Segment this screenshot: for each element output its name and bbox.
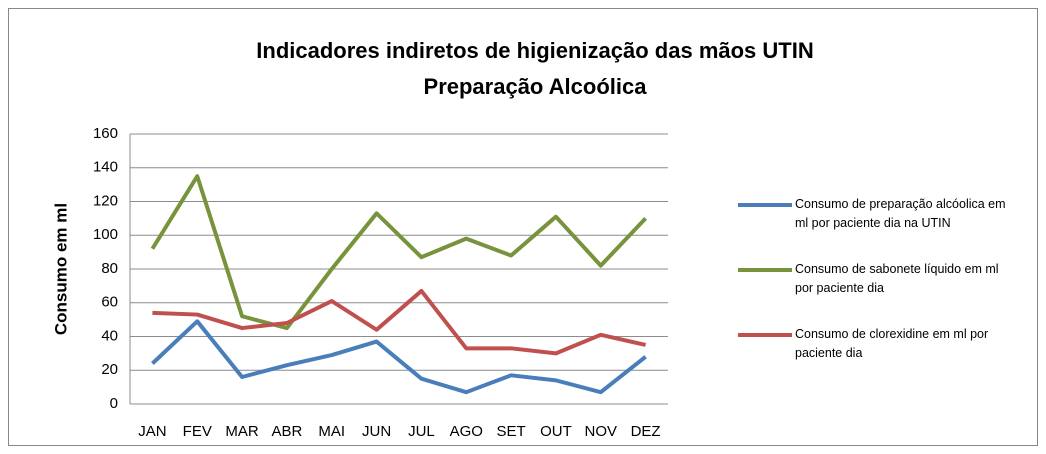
chart-subtitle: Preparação Alcoólica xyxy=(424,74,648,99)
y-tick-label: 40 xyxy=(101,327,118,344)
x-tick-label: JUL xyxy=(408,423,435,440)
x-tick-label: DEZ xyxy=(631,423,661,440)
y-tick-label: 100 xyxy=(93,226,118,243)
x-tick-label: MAI xyxy=(318,423,345,440)
legend-label: Consumo de clorexidine em ml por pacient… xyxy=(795,327,989,360)
x-tick-label: MAR xyxy=(225,423,259,440)
x-tick-label: AGO xyxy=(450,423,483,440)
x-tick-label: JUN xyxy=(362,423,391,440)
x-tick-label: OUT xyxy=(540,423,572,440)
chart-frame xyxy=(8,8,1038,446)
y-tick-label: 80 xyxy=(101,260,118,277)
y-axis-label: Consumo em ml xyxy=(51,203,70,335)
series-line xyxy=(151,319,647,395)
y-tick-label: 60 xyxy=(101,294,118,311)
x-tick-label: NOV xyxy=(584,423,617,440)
series-line xyxy=(150,174,648,331)
x-tick-label: FEV xyxy=(183,423,212,440)
series-line xyxy=(152,288,647,356)
y-tick-label: 160 xyxy=(93,125,118,142)
y-tick-label: 140 xyxy=(93,159,118,176)
x-tick-label: SET xyxy=(496,423,525,440)
legend-label: Consumo de preparação alcóolica em ml po… xyxy=(795,197,1006,230)
x-tick-label: JAN xyxy=(138,423,166,440)
chart-title: Indicadores indiretos de higienização da… xyxy=(256,38,813,63)
y-tick-label: 120 xyxy=(93,192,118,209)
y-tick-label: 0 xyxy=(110,395,118,412)
x-tick-label: ABR xyxy=(271,423,302,440)
y-tick-label: 20 xyxy=(101,361,118,378)
legend-label: Consumo de sabonete líquido em ml por pa… xyxy=(795,262,999,295)
